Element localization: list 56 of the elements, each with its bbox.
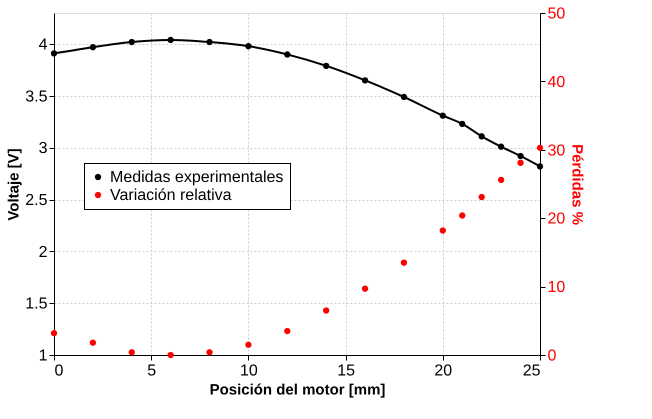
point bbox=[284, 328, 290, 334]
point bbox=[440, 227, 446, 234]
point bbox=[517, 152, 524, 160]
y2-tick-label: 10 bbox=[548, 279, 566, 296]
x-axis-title: Posición del motor [mm] bbox=[210, 382, 386, 398]
point bbox=[206, 349, 213, 356]
legend-label: Variación relativa bbox=[110, 187, 232, 204]
point bbox=[517, 160, 524, 166]
point bbox=[323, 62, 330, 70]
y2-tick-label: 0 bbox=[548, 348, 556, 364]
y2-tick-label: 50 bbox=[548, 6, 566, 22]
point bbox=[90, 340, 96, 346]
x-tick-label: 15 bbox=[337, 362, 356, 380]
y2-axis-title: Pérdidas % bbox=[568, 144, 586, 225]
point bbox=[128, 38, 135, 46]
point bbox=[459, 212, 466, 219]
x-tick-label: 20 bbox=[434, 362, 452, 380]
point bbox=[362, 77, 368, 84]
point bbox=[536, 144, 544, 151]
x-tick-label: 0 bbox=[54, 362, 64, 380]
y-tick-label: 2 bbox=[38, 244, 48, 261]
point bbox=[90, 44, 96, 50]
point bbox=[400, 94, 408, 100]
y-tick-label: 3.5 bbox=[25, 88, 48, 106]
point bbox=[498, 144, 504, 150]
y2-tick-label: 40 bbox=[548, 74, 566, 91]
point bbox=[440, 112, 446, 119]
y2-tick-label: 30 bbox=[548, 142, 566, 160]
point bbox=[498, 176, 504, 184]
point bbox=[167, 352, 174, 358]
point bbox=[206, 38, 213, 46]
point bbox=[50, 330, 58, 336]
y-tick-label: 1 bbox=[38, 348, 48, 364]
x-tick-label: 25 bbox=[522, 362, 541, 380]
point bbox=[362, 285, 368, 292]
point bbox=[284, 51, 290, 58]
y-tick-label: 2.5 bbox=[25, 192, 48, 210]
y2-tick-label: 20 bbox=[548, 210, 566, 228]
point bbox=[478, 194, 485, 200]
point bbox=[323, 307, 330, 314]
x-tick-label: 5 bbox=[147, 362, 156, 380]
point bbox=[459, 120, 466, 128]
point bbox=[128, 349, 135, 356]
point bbox=[245, 342, 252, 348]
point bbox=[245, 43, 252, 50]
legend-label: Medidas experimentales bbox=[110, 169, 284, 186]
point bbox=[167, 36, 174, 44]
x-tick-label: 10 bbox=[240, 362, 258, 380]
point bbox=[50, 50, 58, 57]
y-tick-label: 1.5 bbox=[25, 296, 48, 313]
point bbox=[536, 163, 544, 170]
y-axis-title: Voltaje [V] bbox=[5, 148, 22, 221]
point bbox=[478, 133, 485, 140]
point bbox=[400, 260, 408, 266]
y-tick-label: 4 bbox=[38, 36, 48, 54]
y-tick-label: 3 bbox=[38, 140, 48, 158]
